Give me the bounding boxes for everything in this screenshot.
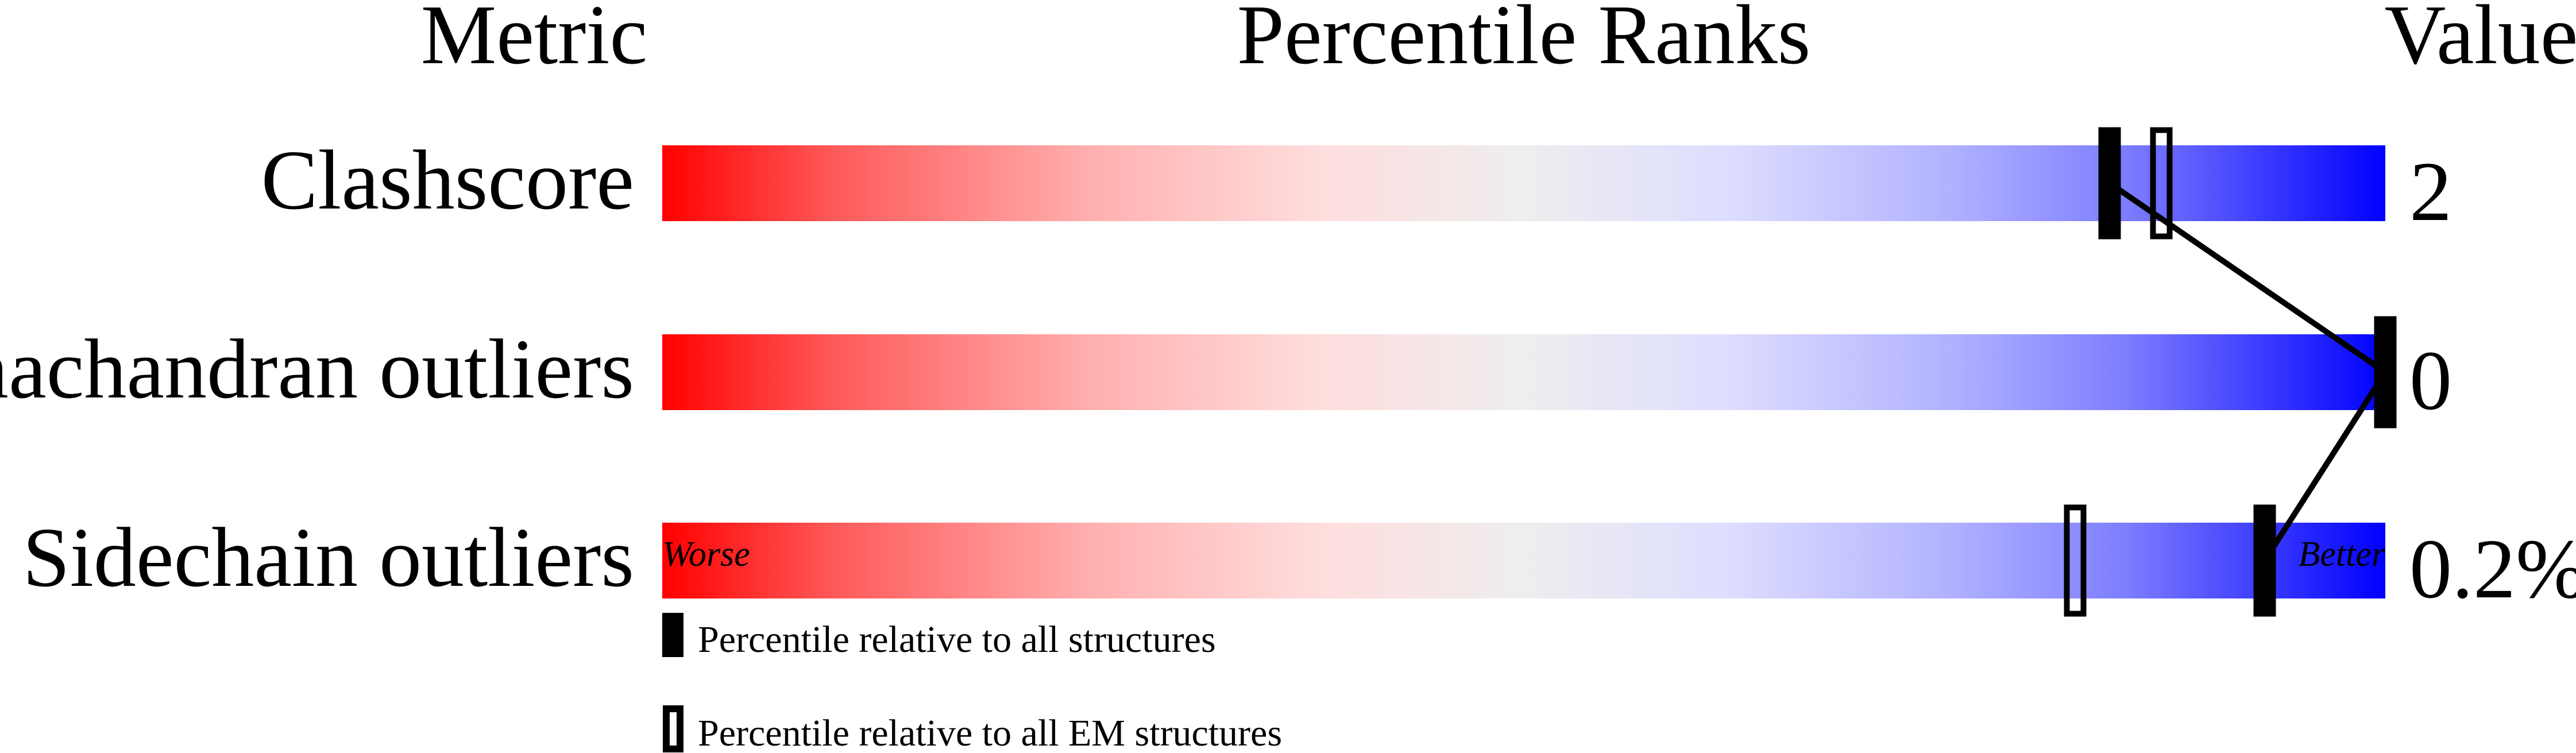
- header-metric: Metric: [421, 0, 648, 82]
- metric-value: 0: [2409, 334, 2452, 428]
- metric-label: Sidechain outliers: [22, 511, 634, 605]
- percentile-bar: [662, 145, 2385, 221]
- legend-hollow-marker: [663, 705, 683, 752]
- percentile-bar: [662, 523, 2385, 598]
- metric-value: 0.2%: [2409, 522, 2576, 616]
- all-percentile-marker: [2098, 127, 2121, 240]
- all-percentile-marker: [2253, 504, 2276, 617]
- em-percentile-marker: [2150, 127, 2173, 240]
- all-percentile-marker: [2374, 316, 2397, 428]
- connector-line: [2262, 370, 2388, 562]
- header-percentile-ranks: Percentile Ranks: [1237, 0, 1811, 82]
- legend-filled-label: Percentile relative to all structures: [698, 619, 1216, 661]
- axis-label-worse: Worse: [662, 535, 750, 574]
- rows: Clashscore 2 Ramachandran outliers 0 Sidecha…: [0, 127, 2576, 617]
- metric-value: 2: [2409, 145, 2452, 239]
- metric-label: Ramachandran outliers: [0, 322, 634, 416]
- em-percentile-marker: [2064, 504, 2087, 617]
- metric-label: Clashscore: [261, 133, 634, 227]
- percentile-bar: [662, 334, 2385, 410]
- legend-filled-marker: [662, 613, 683, 657]
- header-value: Value: [2385, 0, 2576, 82]
- legend-hollow-label: Percentile relative to all EM structures: [698, 712, 1282, 753]
- axis-label-better: Better: [2299, 535, 2386, 574]
